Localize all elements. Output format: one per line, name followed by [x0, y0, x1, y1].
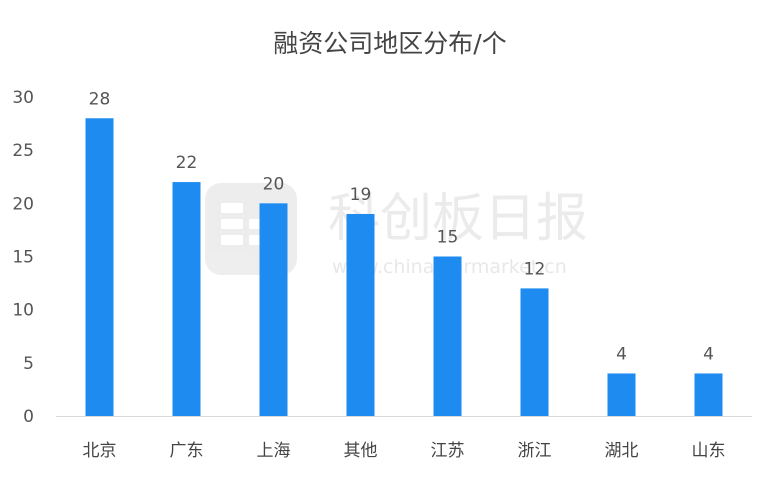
y-tick-label: 20 — [12, 194, 34, 214]
y-tick-label: 10 — [12, 301, 34, 321]
y-tick-label: 25 — [12, 141, 34, 161]
bar — [520, 288, 549, 416]
x-tick-label: 其他 — [344, 441, 378, 461]
bar — [694, 373, 723, 416]
data-label: 22 — [176, 153, 198, 173]
bar — [85, 118, 114, 417]
y-tick-label: 15 — [12, 248, 34, 268]
y-tick-label: 30 — [12, 88, 34, 108]
data-label: 28 — [89, 89, 111, 109]
data-label: 19 — [350, 185, 372, 205]
bar — [259, 203, 288, 416]
y-tick-label: 0 — [23, 407, 34, 427]
data-label: 15 — [437, 228, 459, 248]
y-tick-label: 5 — [23, 354, 34, 374]
data-label: 20 — [263, 174, 285, 194]
bar-series: 28 22 20 19 15 12 4 4 — [85, 89, 723, 417]
x-tick-label: 浙江 — [518, 441, 552, 461]
x-axis: 北京 广东 上海 其他 江苏 浙江 湖北 山东 — [56, 416, 752, 461]
y-axis: 0 5 10 15 20 25 30 — [12, 88, 34, 427]
x-tick-label: 山东 — [692, 441, 726, 461]
chart-title: 融资公司地区分布/个 — [273, 29, 506, 58]
x-tick-label: 江苏 — [431, 441, 465, 461]
bar — [433, 256, 462, 416]
bar — [346, 213, 375, 416]
x-tick-label: 北京 — [83, 441, 117, 461]
data-label: 4 — [703, 344, 714, 364]
data-label: 12 — [524, 259, 546, 279]
bar — [172, 182, 201, 416]
data-label: 4 — [616, 344, 627, 364]
x-tick-label: 上海 — [257, 441, 291, 461]
x-tick-label: 湖北 — [605, 441, 639, 461]
x-tick-label: 广东 — [170, 441, 204, 461]
bar — [607, 373, 636, 416]
